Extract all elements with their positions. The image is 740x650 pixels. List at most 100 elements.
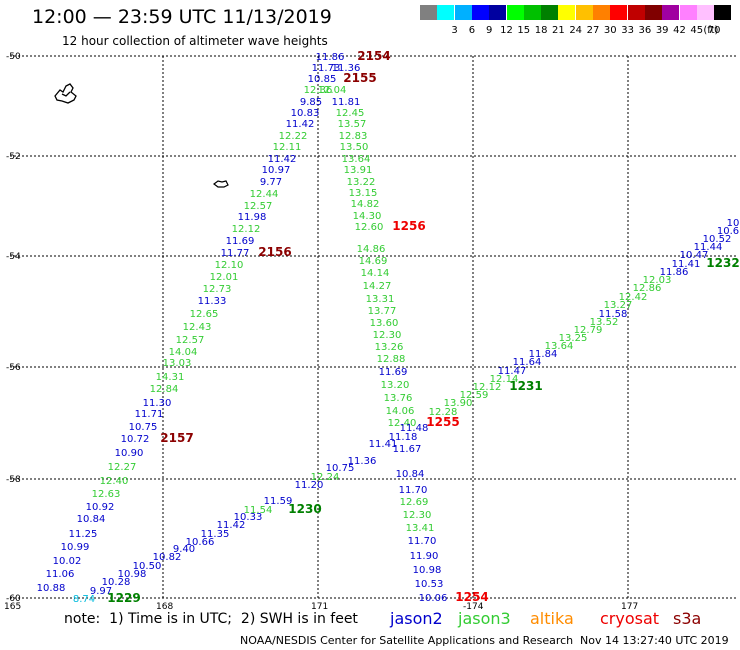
wave-height-value: 13.41 [406, 523, 435, 534]
legend-label: 36 [638, 25, 652, 36]
wave-height-value: 11.84 [529, 349, 558, 360]
wave-height-value: 13.52 [590, 317, 619, 328]
wave-height-value: 12.43 [183, 322, 212, 333]
wave-height-value: 12.57 [176, 335, 205, 346]
legend-label: 9 [486, 25, 493, 36]
wave-height-value: 12.11 [273, 142, 302, 153]
wave-height-value: 11.70 [399, 485, 428, 496]
wave-height-value: 11.47 [498, 366, 527, 377]
lat-label: -50 [6, 52, 21, 62]
wave-height-value: 10.28 [102, 577, 131, 588]
legend-swatch [696, 5, 714, 20]
lon-label: 177 [621, 602, 638, 612]
wave-height-value: 9.77 [260, 177, 282, 188]
wave-height-value: 13.64 [342, 154, 371, 165]
wave-height-value: 14.30 [353, 211, 382, 222]
wave-height-value: 12.59 [460, 390, 489, 401]
wave-height-value: 11.42 [286, 119, 315, 130]
wave-height-value: 11.73 [312, 63, 341, 74]
satellite-label-altika: altika [530, 609, 574, 628]
pass-time-label: 2154 [357, 49, 390, 63]
pass-time-label: 1229 [107, 591, 140, 605]
wave-height-value: 11.25 [69, 529, 98, 540]
legend-swatch [523, 5, 541, 20]
lat-label: -60 [6, 594, 21, 604]
lat-label: -52 [6, 152, 21, 162]
wave-height-value: 11.54 [244, 505, 273, 516]
wave-height-value: 11.48 [400, 423, 429, 434]
pass-times: 2154 2155 2156 2157 1256 1255 1254 1231 1232 1230… [107, 49, 739, 605]
wave-height-value: 11.64 [513, 357, 542, 368]
legend-label: 42 [673, 25, 686, 36]
wave-height-value: 12.24 [311, 472, 340, 483]
wave-height-value: 8.74 [73, 594, 95, 605]
wave-height-value: 14.31 [156, 372, 185, 383]
wave-height-value: 12.84 [150, 384, 179, 395]
wave-height-value: 11.36 [332, 63, 361, 74]
wave-height-value: 12.10 [215, 260, 244, 271]
wave-height-value: 13.31 [366, 294, 395, 305]
page-title: 12:00 — 23:59 UTC 11/13/2019 [32, 6, 332, 28]
wave-height-value: 11.41 [672, 259, 701, 270]
wave-height-value: 12.28 [429, 407, 458, 418]
wave-height-value: 10.02 [53, 556, 82, 567]
legend-swatch [437, 5, 455, 20]
wave-height-value: 12.88 [377, 354, 406, 365]
wave-height-value: 10.92 [86, 502, 115, 513]
wave-height-value: 13.77 [368, 306, 397, 317]
wave-height-value: 10.83 [291, 108, 320, 119]
legend-swatch [454, 5, 472, 20]
wave-height-value: 12.79 [574, 325, 603, 336]
wave-height-value: 12.03 [643, 275, 672, 286]
wave-height-value: 11.33 [198, 296, 227, 307]
wave-height-value: 11.86 [316, 52, 345, 63]
campbell-island [213, 180, 229, 188]
wave-height-value: 12.22 [279, 131, 308, 142]
legend-label: 15 [517, 25, 531, 36]
wave-height-value: 12.14 [490, 374, 519, 385]
wave-height-value: 10.90 [115, 448, 144, 459]
legend-label: 24 [569, 25, 583, 36]
wave-height-value: 10.98 [413, 565, 442, 576]
wave-height-value: 12.30 [403, 510, 432, 521]
lat-label: -58 [6, 475, 21, 485]
wave-height-value: 13.20 [381, 380, 410, 391]
wave-height-value: 12.27 [108, 462, 137, 473]
wave-height-value: 12.69 [400, 497, 429, 508]
wave-height-value: 9.85 [300, 97, 322, 108]
pass-time-label: 2157 [160, 431, 193, 445]
wave-height-value: 12.12 [473, 382, 502, 393]
legend-swatch [593, 5, 610, 20]
wave-height-value: 11.36 [348, 456, 377, 467]
wave-height-value: 13.27 [604, 300, 633, 311]
wave-height-value: 12.36 [304, 85, 333, 96]
wave-height-value: 10.72 [121, 434, 150, 445]
wave-height-value: 12.42 [619, 292, 648, 303]
legend-label: 3 [451, 25, 458, 36]
legend-swatch [679, 5, 697, 20]
wave-height-value: 14.69 [359, 256, 388, 267]
wave-height-value: 14.14 [361, 268, 390, 279]
pass-time-label: 1230 [288, 502, 321, 516]
wave-height-value: 14.04 [169, 347, 198, 358]
wave-height-value: 10.33 [234, 512, 263, 523]
wave-height-value: 10.75 [129, 422, 158, 433]
pass-time-label: 1254 [455, 590, 488, 604]
wave-height-value: 9.97 [90, 586, 112, 597]
map-frame [10, 55, 738, 599]
wave-height-value: 12.04 [318, 85, 347, 96]
wave-height-value: 11.70 [408, 536, 437, 547]
legend-label: 30 [603, 25, 617, 36]
wave-height-value: 9.40 [173, 544, 195, 555]
wave-height-value: 14.06 [386, 406, 415, 417]
legend-label: 18 [534, 25, 548, 36]
wave-height-value: 12.40 [388, 418, 417, 429]
wave-height-value: 10.98 [118, 569, 147, 580]
wave-height-value: 11.30 [143, 398, 172, 409]
legend-label: 6 [468, 25, 476, 36]
wave-height-value: 11.90 [410, 551, 439, 562]
longitude-labels: 165 168 171 -174 177 [4, 602, 638, 612]
wave-height-value: 11.69 [226, 236, 255, 247]
wave-height-value: 10.97 [262, 165, 291, 176]
legend-label: 45 [690, 25, 704, 36]
